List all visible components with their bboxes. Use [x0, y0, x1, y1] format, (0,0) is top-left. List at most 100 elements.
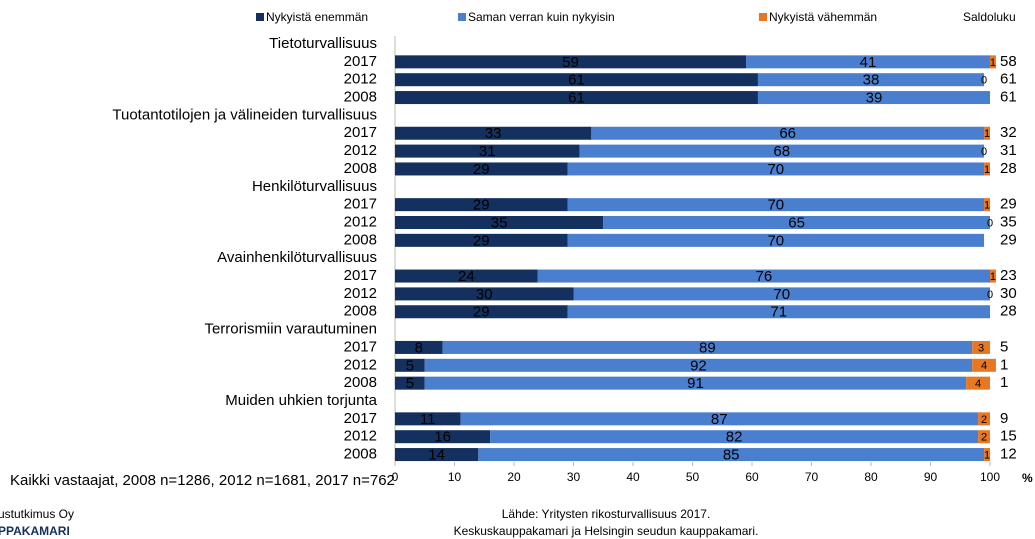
value-label: 39 [866, 90, 883, 107]
saldo-label: 32 [1000, 124, 1017, 141]
value-label: 41 [860, 54, 877, 71]
group-label: Terrorismiin varautuminen [204, 321, 377, 338]
value-label: 30 [476, 286, 493, 303]
bar-segment [395, 412, 461, 426]
value-label: 76 [756, 268, 773, 285]
bar-segment [990, 269, 996, 283]
source: Keskuskauppakamari ja Helsingin seudun k… [454, 524, 759, 538]
category-label: 2008 [344, 303, 377, 320]
saldo-label: 29 [1000, 196, 1017, 213]
bar-segment [395, 91, 758, 105]
value-label: 89 [699, 339, 716, 356]
bar-segment [984, 448, 990, 462]
bar-segment [478, 448, 985, 462]
legend-swatch [759, 13, 767, 21]
value-label: 1 [984, 128, 990, 140]
category-label: 2012 [344, 213, 377, 230]
value-label: 1 [984, 200, 990, 212]
x-tick-label: 0 [392, 470, 399, 484]
bar-segment [966, 376, 990, 390]
bar-segment [424, 376, 967, 390]
bar-segment [591, 126, 985, 140]
x-tick-label: 80 [864, 470, 878, 484]
bar-segment [978, 430, 990, 444]
value-label: 91 [687, 375, 704, 392]
bar-segment [567, 233, 985, 247]
category-label: 2012 [344, 428, 377, 445]
bar-segment [990, 55, 996, 69]
category-label: 2017 [344, 124, 377, 141]
bar-segment [395, 430, 491, 444]
value-label: 68 [773, 143, 790, 160]
value-label: 29 [473, 161, 490, 178]
value-label: 16 [434, 429, 451, 446]
value-label: 8 [415, 339, 423, 356]
value-label: 0 [987, 289, 993, 301]
value-label: 1 [990, 271, 996, 283]
category-label: 2017 [344, 196, 377, 213]
bar-segment [567, 198, 985, 212]
legend-saldo: Saldoluku [963, 10, 1016, 24]
value-label: 0 [981, 75, 987, 87]
x-tick-label: 10 [448, 470, 462, 484]
bar-segment [972, 358, 996, 372]
group-label: Avainhenkilöturvallisuus [217, 249, 377, 266]
category-label: 2017 [344, 410, 377, 427]
value-label: 2 [981, 432, 987, 444]
value-label: 35 [491, 214, 508, 231]
bar-segment [603, 216, 990, 229]
x-tick-label: 70 [805, 470, 819, 484]
saldo-label: 1 [1000, 374, 1008, 391]
logo-text: PPAKAMARI [0, 524, 70, 538]
saldo-label: 58 [1000, 53, 1017, 70]
logo-text: ustutkimus Oy [0, 507, 74, 521]
saldo-label: 30 [1000, 285, 1017, 302]
category-label: 2012 [344, 142, 377, 159]
saldo-label: 5 [1000, 338, 1008, 355]
x-tick-label: 30 [567, 470, 581, 484]
bar-segment [395, 216, 604, 229]
value-label: 2 [981, 414, 987, 426]
value-label: 87 [711, 411, 728, 428]
bar-segment [573, 287, 990, 301]
group-label: Tietoturvallisuus [269, 35, 377, 52]
value-label: 61 [568, 90, 585, 107]
saldo-label: 23 [1000, 267, 1017, 284]
x-unit: % [1022, 471, 1033, 485]
group-label: Muiden uhkien torjunta [225, 392, 377, 409]
bar-segment [978, 412, 990, 426]
legend-swatch [458, 13, 466, 21]
bar-segment [972, 340, 990, 354]
category-label: 2008 [344, 446, 377, 463]
value-label: 65 [788, 214, 805, 231]
value-label: 0 [987, 217, 993, 229]
saldo-label: 9 [1000, 410, 1008, 427]
value-label: 70 [767, 197, 784, 214]
bar-segment [424, 358, 973, 372]
bar-segment [579, 144, 985, 158]
saldo-label: 28 [1000, 303, 1017, 320]
value-label: 29 [473, 304, 490, 321]
bar-segment [460, 412, 979, 426]
x-tick-label: 100 [980, 470, 1000, 484]
category-label: 2008 [344, 231, 377, 248]
x-tick-label: 20 [507, 470, 521, 484]
category-label: 2008 [344, 374, 377, 391]
x-tick-label: 90 [924, 470, 938, 484]
legend-label: Nykyistä vähemmän [769, 10, 877, 24]
bar-segment [395, 126, 592, 140]
category-label: 2012 [344, 285, 377, 302]
value-label: 70 [767, 232, 784, 249]
saldo-label: 35 [1000, 213, 1017, 230]
group-label: Henkilöturvallisuus [252, 178, 377, 195]
saldo-label: 15 [1000, 428, 1017, 445]
bar-segment [567, 305, 990, 319]
saldo-label: 61 [1000, 89, 1017, 106]
category-label: 2008 [344, 160, 377, 177]
value-label: 11 [420, 411, 436, 428]
value-label: 29 [473, 197, 490, 214]
saldo-label: 12 [1000, 446, 1017, 463]
value-label: 31 [479, 143, 496, 160]
saldo-label: 1 [1000, 356, 1008, 373]
